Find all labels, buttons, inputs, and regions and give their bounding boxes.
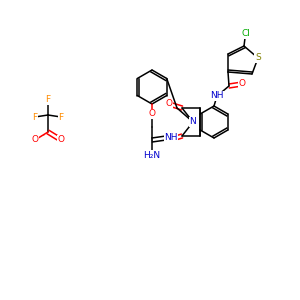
Text: O: O <box>166 136 172 145</box>
Text: Cl: Cl <box>242 29 250 38</box>
Text: NH: NH <box>210 92 224 100</box>
Text: S: S <box>255 53 261 62</box>
Text: O: O <box>148 110 155 118</box>
Text: F: F <box>58 112 64 122</box>
Text: ⁻: ⁻ <box>40 133 44 142</box>
Text: O: O <box>238 80 245 88</box>
Text: O: O <box>166 100 172 109</box>
Text: H₂N: H₂N <box>143 151 161 160</box>
Text: F: F <box>32 112 38 122</box>
Text: NH: NH <box>164 134 178 142</box>
Text: O: O <box>32 136 38 145</box>
Text: F: F <box>45 95 51 104</box>
Text: N: N <box>190 118 196 127</box>
Text: O: O <box>58 136 64 145</box>
